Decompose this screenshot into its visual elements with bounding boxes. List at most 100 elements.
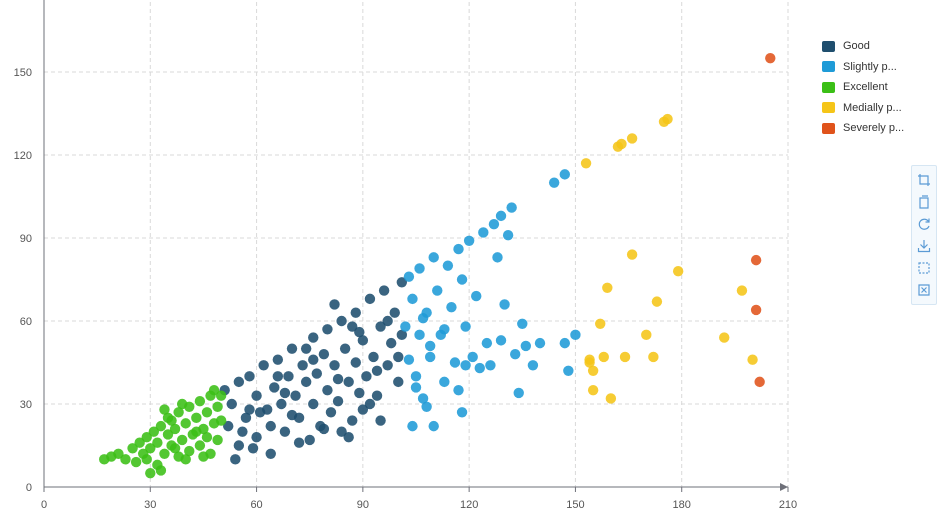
data-point[interactable]	[595, 318, 606, 329]
data-point[interactable]	[520, 340, 532, 352]
restore-icon[interactable]	[912, 213, 936, 235]
data-point[interactable]	[361, 371, 372, 382]
data-point[interactable]	[432, 285, 443, 296]
data-point[interactable]	[488, 218, 500, 230]
data-point[interactable]	[283, 371, 294, 382]
data-point[interactable]	[293, 437, 305, 448]
data-point[interactable]	[421, 401, 432, 412]
data-point[interactable]	[424, 351, 436, 363]
data-point[interactable]	[506, 202, 517, 213]
data-point[interactable]	[368, 351, 379, 363]
data-point[interactable]	[364, 293, 376, 305]
data-point[interactable]	[300, 343, 312, 354]
data-point[interactable]	[414, 263, 425, 274]
data-point[interactable]	[198, 451, 209, 462]
data-point[interactable]	[233, 376, 245, 388]
data-point[interactable]	[616, 138, 627, 150]
data-point[interactable]	[254, 407, 266, 418]
data-point[interactable]	[719, 332, 730, 343]
legend-item[interactable]: Good	[822, 36, 904, 57]
legend-item[interactable]: Excellent	[822, 77, 904, 98]
data-point[interactable]	[417, 393, 429, 404]
data-point[interactable]	[304, 434, 315, 446]
data-point[interactable]	[407, 293, 418, 305]
data-point[interactable]	[191, 426, 202, 437]
data-point[interactable]	[215, 390, 227, 401]
data-point[interactable]	[517, 318, 528, 329]
data-point[interactable]	[456, 407, 468, 418]
data-point[interactable]	[162, 429, 174, 440]
data-point[interactable]	[148, 426, 160, 437]
zoom-reset-icon[interactable]	[912, 191, 936, 213]
data-point[interactable]	[130, 456, 142, 468]
data-point[interactable]	[492, 252, 503, 263]
data-point[interactable]	[244, 371, 255, 382]
legend-item[interactable]: Slightly p...	[822, 57, 904, 78]
data-point[interactable]	[765, 52, 776, 64]
data-point[interactable]	[269, 382, 280, 393]
data-point[interactable]	[332, 373, 344, 385]
data-point[interactable]	[191, 412, 202, 424]
data-point[interactable]	[446, 301, 457, 313]
download-icon[interactable]	[912, 235, 936, 257]
data-point[interactable]	[180, 454, 191, 465]
data-point[interactable]	[467, 351, 478, 363]
data-point[interactable]	[194, 396, 206, 407]
brush-clear-icon[interactable]	[912, 279, 936, 301]
data-point[interactable]	[584, 357, 595, 368]
data-point[interactable]	[290, 390, 301, 401]
data-point[interactable]	[141, 454, 152, 465]
data-point[interactable]	[212, 401, 223, 412]
data-point[interactable]	[134, 437, 145, 448]
data-point[interactable]	[336, 426, 347, 437]
data-point[interactable]	[318, 423, 330, 435]
data-point[interactable]	[382, 315, 393, 327]
data-point[interactable]	[279, 426, 291, 437]
data-point[interactable]	[343, 376, 354, 388]
data-point[interactable]	[166, 415, 177, 426]
data-point[interactable]	[325, 407, 337, 418]
data-point[interactable]	[393, 351, 404, 363]
data-point[interactable]	[559, 169, 570, 180]
data-point[interactable]	[176, 434, 188, 446]
data-point[interactable]	[201, 432, 213, 443]
legend-item[interactable]: Medially p...	[822, 98, 904, 119]
data-point[interactable]	[329, 299, 340, 310]
data-point[interactable]	[410, 371, 422, 382]
data-point[interactable]	[272, 354, 284, 365]
data-point[interactable]	[152, 437, 163, 448]
data-point[interactable]	[208, 384, 220, 396]
data-point[interactable]	[463, 235, 475, 246]
brush-rect-icon[interactable]	[912, 257, 936, 279]
data-point[interactable]	[308, 332, 319, 343]
data-point[interactable]	[417, 313, 429, 324]
data-point[interactable]	[336, 315, 347, 327]
data-point[interactable]	[378, 285, 390, 296]
data-point[interactable]	[400, 321, 411, 332]
data-point[interactable]	[237, 426, 248, 437]
data-point[interactable]	[485, 360, 496, 371]
data-point[interactable]	[201, 407, 213, 418]
data-point[interactable]	[534, 337, 546, 349]
data-point[interactable]	[265, 420, 276, 432]
data-point[interactable]	[559, 337, 570, 349]
data-point[interactable]	[300, 376, 312, 388]
data-point[interactable]	[286, 409, 298, 421]
data-point[interactable]	[308, 398, 319, 410]
data-point[interactable]	[439, 376, 450, 388]
data-point[interactable]	[176, 398, 188, 410]
data-point[interactable]	[382, 360, 393, 371]
data-point[interactable]	[272, 371, 284, 382]
data-point[interactable]	[279, 387, 291, 399]
data-point[interactable]	[428, 420, 439, 432]
data-point[interactable]	[251, 390, 262, 401]
data-point[interactable]	[651, 296, 663, 307]
data-point[interactable]	[223, 420, 234, 432]
data-point[interactable]	[619, 351, 631, 363]
data-point[interactable]	[371, 365, 383, 376]
data-point[interactable]	[449, 357, 461, 368]
data-point[interactable]	[350, 357, 361, 368]
legend-item[interactable]: Severely p...	[822, 118, 904, 139]
data-point[interactable]	[548, 177, 560, 188]
zoom-select-icon[interactable]	[912, 169, 936, 191]
